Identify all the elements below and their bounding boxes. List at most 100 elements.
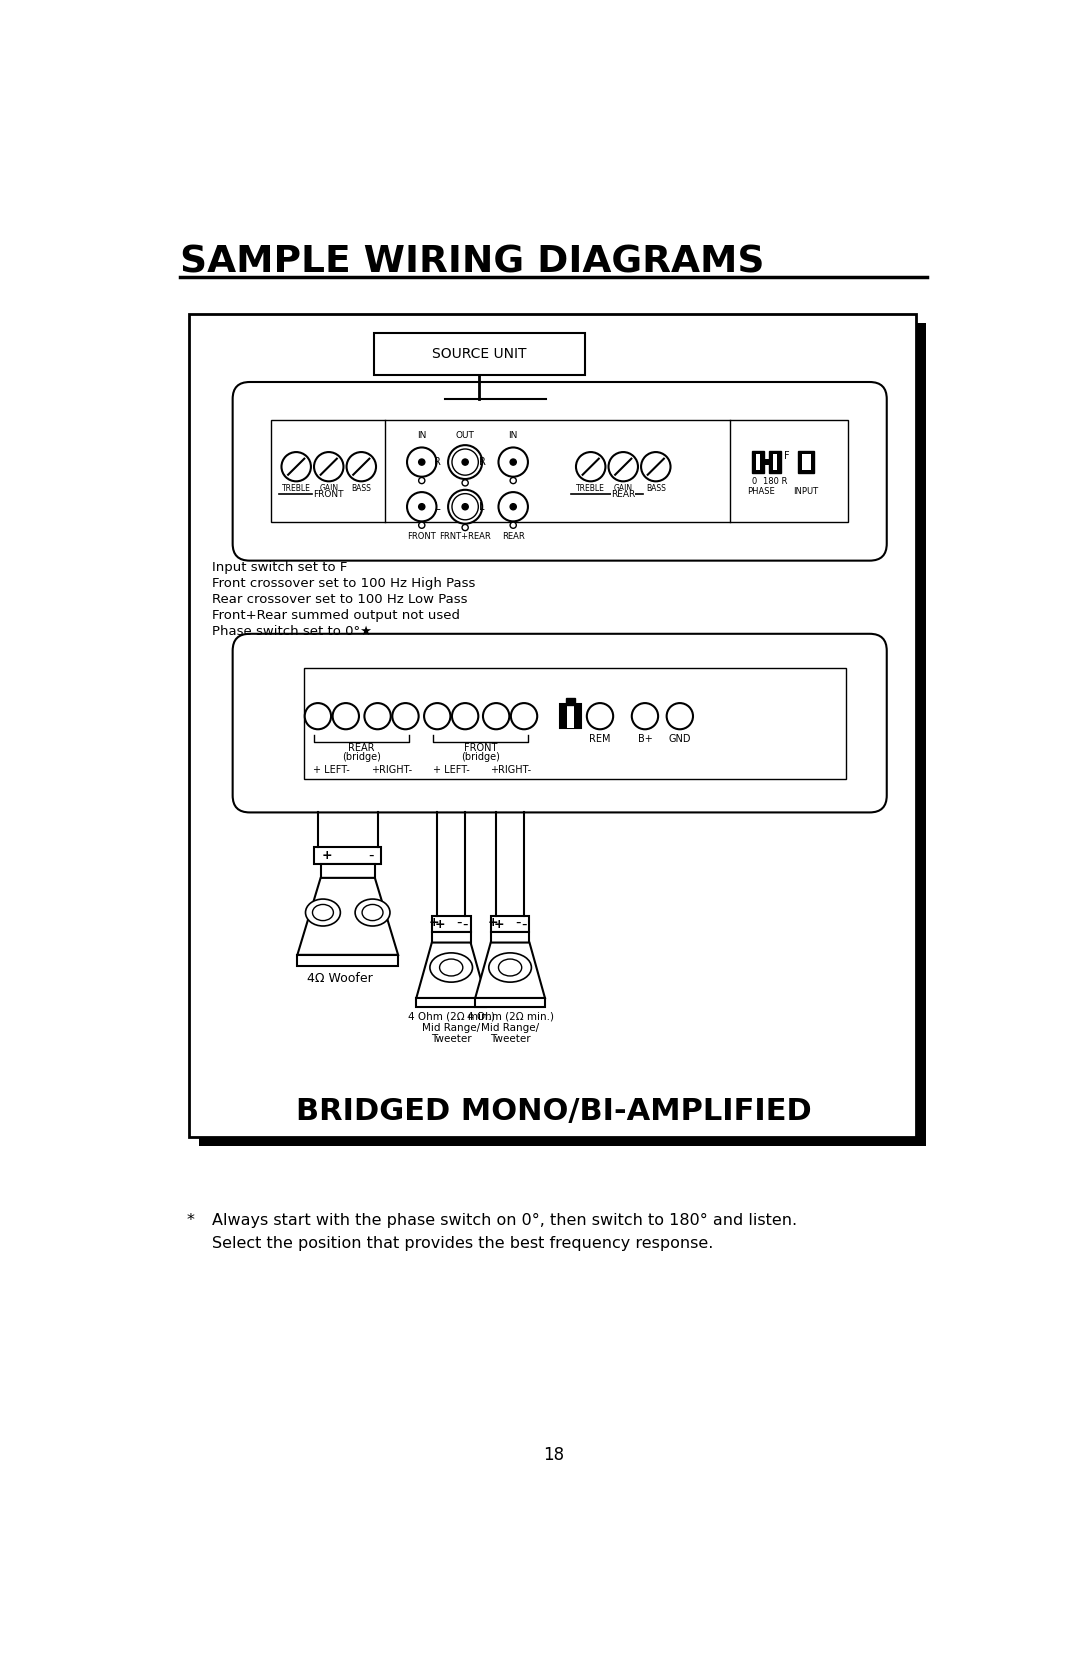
Bar [475, 998, 545, 1006]
Polygon shape [475, 943, 545, 998]
Text: 0: 0 [752, 477, 757, 486]
Text: R: R [478, 457, 486, 467]
Text: IN: IN [417, 431, 427, 441]
Circle shape [448, 489, 482, 524]
Text: Front crossover set to 100 Hz High Pass: Front crossover set to 100 Hz High Pass [213, 577, 476, 589]
Text: BASS: BASS [351, 484, 372, 494]
Circle shape [462, 524, 469, 531]
Text: IN: IN [509, 431, 518, 441]
Text: -: - [456, 915, 462, 930]
Polygon shape [297, 878, 399, 955]
Circle shape [499, 492, 528, 521]
Text: SOURCE UNIT: SOURCE UNIT [432, 347, 526, 361]
Text: F: F [784, 451, 791, 461]
Text: GND: GND [669, 734, 691, 744]
Circle shape [483, 703, 510, 729]
Text: PHASE: PHASE [747, 487, 775, 496]
Text: +RIGHT-: +RIGHT- [370, 764, 413, 774]
Text: REAR: REAR [349, 743, 375, 753]
FancyBboxPatch shape [232, 382, 887, 561]
Circle shape [510, 522, 516, 529]
Bar [798, 451, 814, 472]
Circle shape [333, 703, 359, 729]
Text: -: - [521, 916, 526, 931]
Text: INPUT: INPUT [794, 487, 819, 496]
Ellipse shape [430, 953, 473, 981]
Circle shape [666, 703, 693, 729]
Text: REAR: REAR [611, 491, 635, 499]
Text: +: + [488, 916, 498, 930]
Text: Always start with the phase switch on 0°, then switch to 180° and listen.: Always start with the phase switch on 0°… [213, 1213, 798, 1228]
Bar [416, 998, 486, 1006]
Bar [773, 454, 778, 469]
Circle shape [364, 703, 391, 729]
Text: REAR: REAR [502, 532, 525, 541]
Text: +: + [494, 918, 504, 931]
Text: +: + [429, 916, 440, 930]
Circle shape [419, 504, 424, 509]
Circle shape [642, 452, 671, 481]
Circle shape [282, 452, 311, 481]
Bar [567, 704, 573, 728]
Text: TREBLE: TREBLE [282, 484, 311, 494]
Text: + LEFT-: + LEFT- [313, 764, 350, 774]
Text: Phase switch set to 0°★: Phase switch set to 0°★ [213, 626, 373, 638]
Text: 180 R: 180 R [762, 477, 787, 486]
Text: Select the position that provides the best frequency response.: Select the position that provides the be… [213, 1237, 714, 1252]
Circle shape [510, 477, 516, 484]
Text: +: + [435, 918, 446, 931]
Text: FRONT: FRONT [313, 491, 345, 499]
Circle shape [407, 447, 436, 477]
Text: Rear crossover set to 100 Hz Low Pass: Rear crossover set to 100 Hz Low Pass [213, 592, 468, 606]
Text: GAIN: GAIN [320, 484, 338, 494]
Text: OUT: OUT [456, 431, 474, 441]
Ellipse shape [355, 900, 390, 926]
Text: (bridge): (bridge) [342, 753, 381, 763]
Circle shape [586, 703, 613, 729]
FancyBboxPatch shape [232, 634, 887, 813]
Text: +RIGHT-: +RIGHT- [489, 764, 530, 774]
Bar [189, 314, 916, 1137]
Bar [271, 421, 848, 522]
Circle shape [576, 452, 606, 481]
Text: -: - [515, 915, 521, 930]
Text: -: - [368, 848, 374, 863]
Text: FRNT+REAR: FRNT+REAR [440, 532, 491, 541]
Bar [566, 698, 576, 706]
Circle shape [451, 703, 478, 729]
Text: *: * [187, 1213, 194, 1228]
Circle shape [419, 522, 424, 529]
Text: (bridge): (bridge) [461, 753, 500, 763]
Circle shape [608, 452, 638, 481]
Circle shape [510, 459, 516, 466]
Bar [756, 454, 760, 469]
Bar [769, 451, 781, 472]
Text: FRONT: FRONT [464, 743, 497, 753]
Bar [765, 459, 769, 466]
Text: 18: 18 [543, 1445, 564, 1464]
Text: 4 Ohm (2Ω min.)
Mid Range/
Tweeter: 4 Ohm (2Ω min.) Mid Range/ Tweeter [467, 1011, 554, 1045]
Text: Input switch set to F: Input switch set to F [213, 561, 348, 574]
Circle shape [451, 449, 478, 476]
Text: REM: REM [590, 734, 611, 744]
Bar [801, 454, 811, 469]
Circle shape [419, 477, 424, 484]
Ellipse shape [312, 905, 334, 921]
Ellipse shape [306, 900, 340, 926]
Bar [432, 916, 471, 931]
Circle shape [407, 492, 436, 521]
Text: TREBLE: TREBLE [577, 484, 605, 494]
Bar [374, 332, 584, 376]
Text: L: L [480, 502, 485, 512]
Bar [297, 955, 399, 966]
Circle shape [462, 459, 469, 466]
Bar [432, 931, 471, 943]
Circle shape [392, 703, 419, 729]
Circle shape [632, 703, 658, 729]
Bar [490, 916, 529, 931]
Text: SAMPLE WIRING DIAGRAMS: SAMPLE WIRING DIAGRAMS [180, 245, 765, 280]
Ellipse shape [489, 953, 531, 981]
Circle shape [424, 703, 450, 729]
Circle shape [451, 494, 478, 519]
Circle shape [314, 452, 343, 481]
